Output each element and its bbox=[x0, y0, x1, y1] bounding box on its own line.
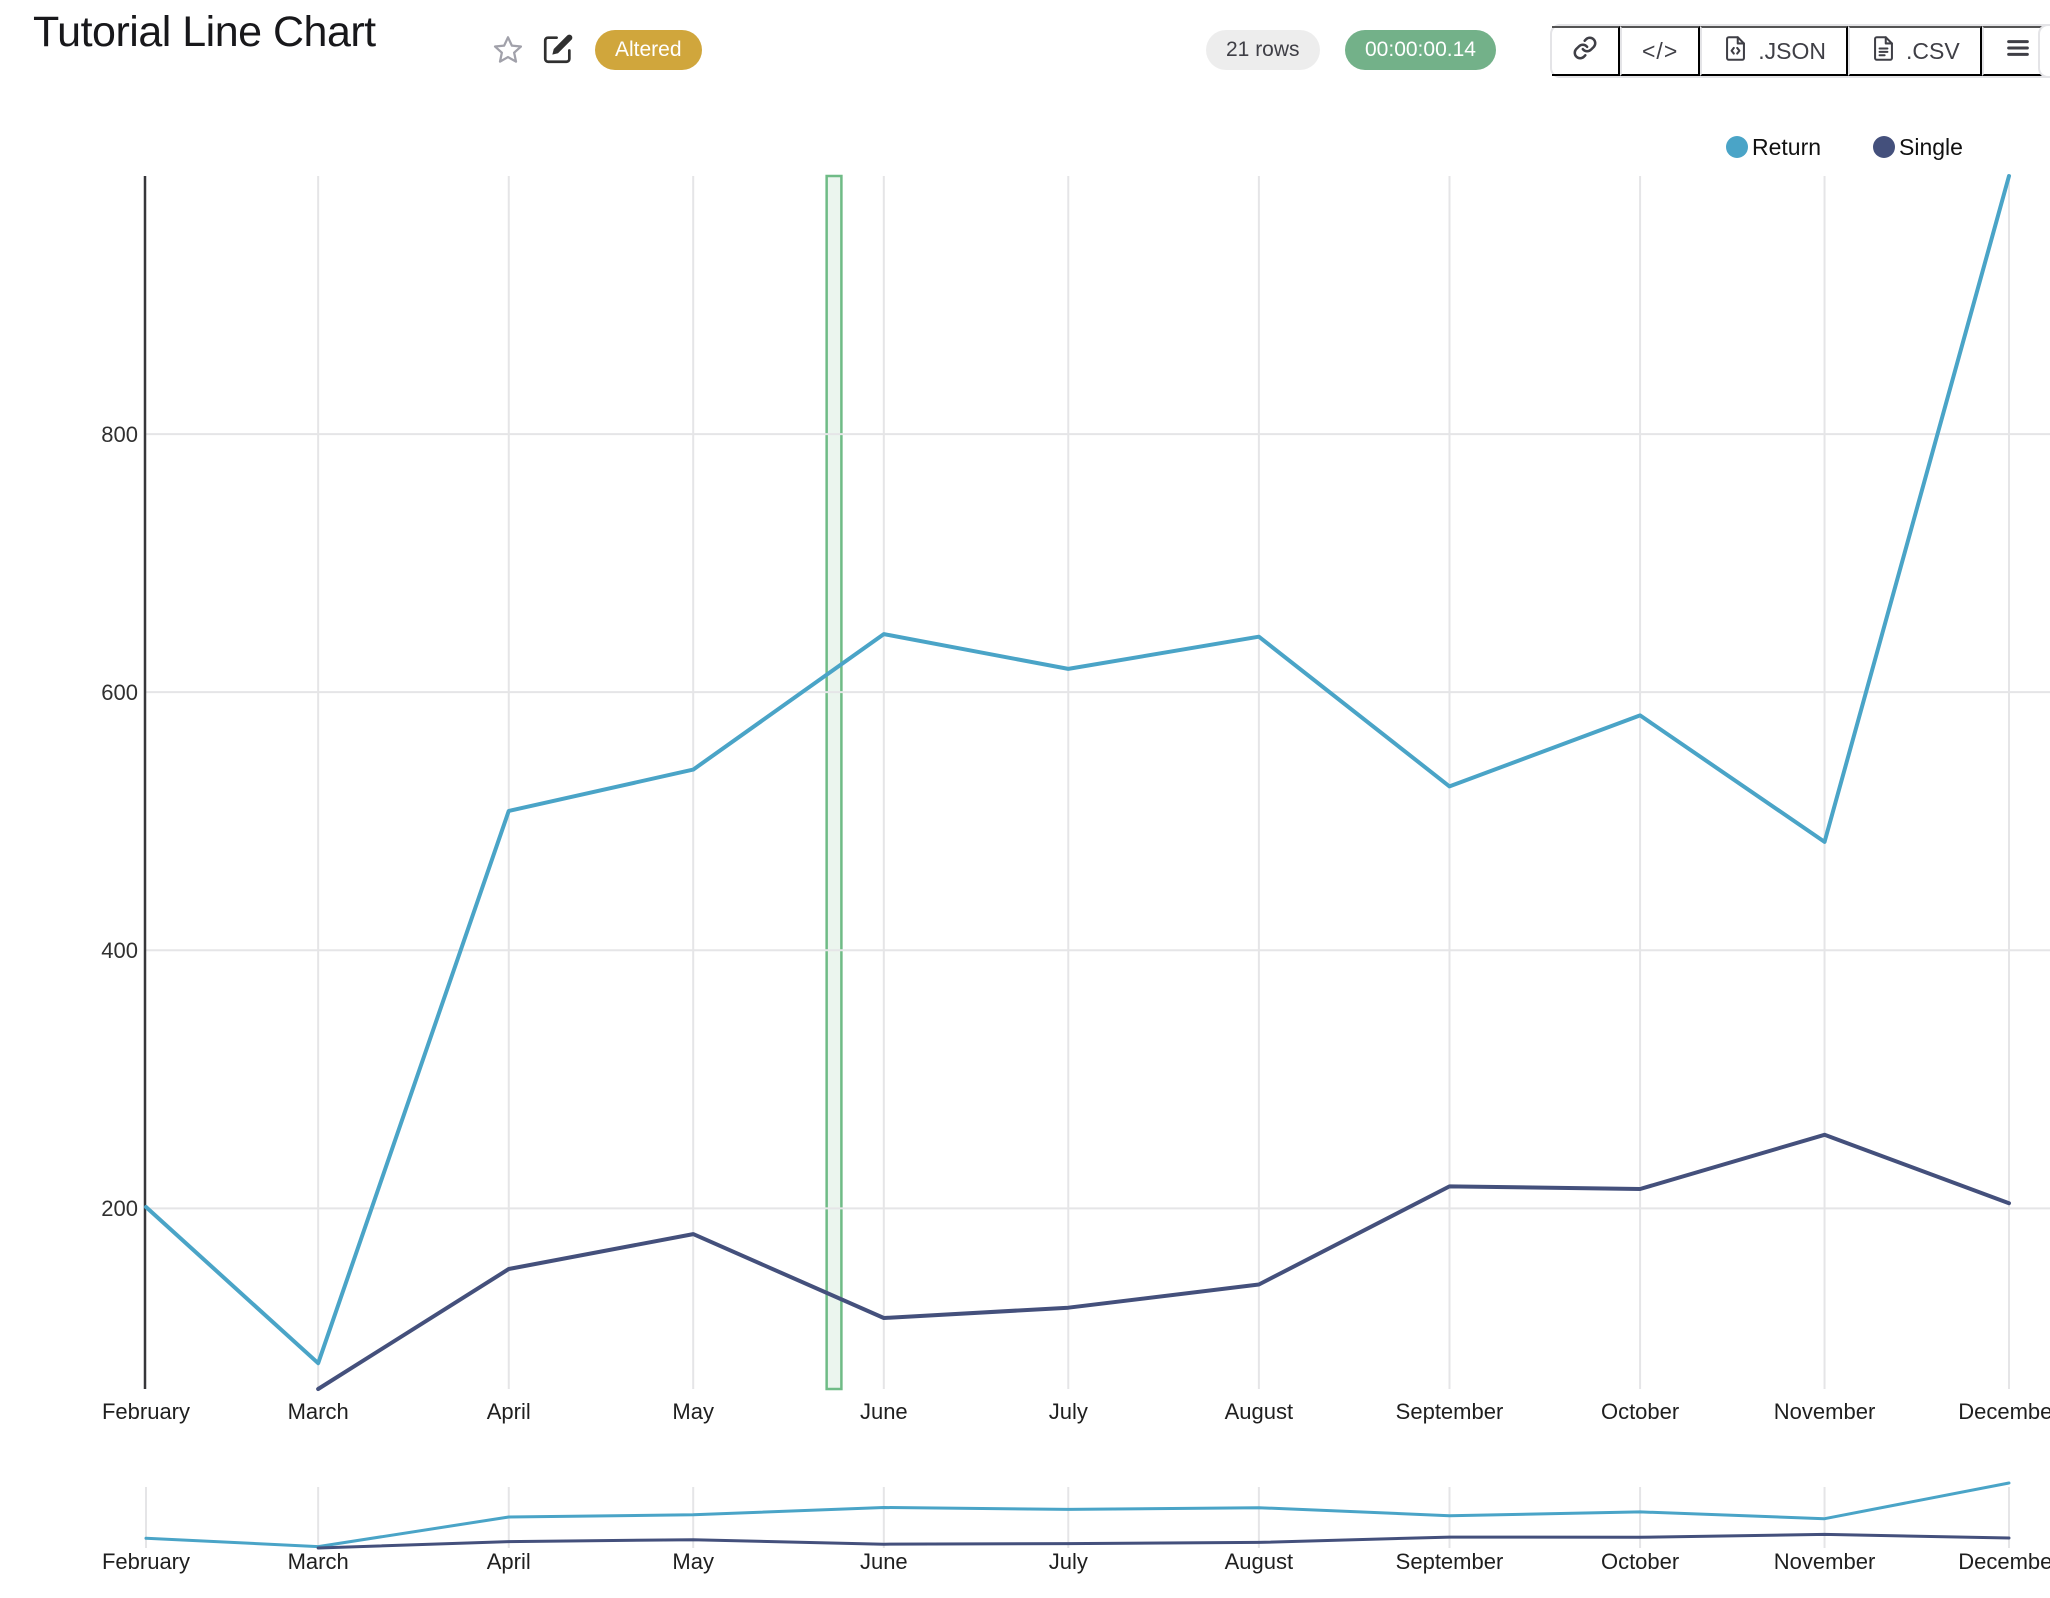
legend-label: Single bbox=[1899, 134, 1963, 160]
x-axis-month-label: February bbox=[102, 1399, 190, 1424]
embed-code-button[interactable]: </> bbox=[1620, 26, 1701, 76]
overview-month-label: July bbox=[1049, 1549, 1088, 1574]
copy-link-button[interactable] bbox=[1552, 26, 1620, 76]
overview-month-label: May bbox=[672, 1549, 714, 1574]
star-button[interactable] bbox=[492, 34, 524, 66]
x-axis-month-label: July bbox=[1049, 1399, 1088, 1424]
x-axis-month-label: October bbox=[1601, 1399, 1679, 1424]
x-axis-month-label: August bbox=[1225, 1399, 1294, 1424]
overview-month-label: October bbox=[1601, 1549, 1679, 1574]
json-file-icon bbox=[1722, 35, 1749, 68]
legend-item-single[interactable]: Single bbox=[1873, 134, 1963, 160]
overview-month-label: March bbox=[288, 1549, 349, 1574]
overview-month-label: September bbox=[1396, 1549, 1504, 1574]
x-axis-month-label: December bbox=[1958, 1399, 2050, 1424]
single-series-line bbox=[316, 1132, 2011, 1391]
star-icon bbox=[492, 36, 524, 69]
clipped-edge-control bbox=[2038, 24, 2050, 78]
export-csv-label: .CSV bbox=[1906, 37, 1960, 64]
code-icon: </> bbox=[1642, 37, 1679, 64]
single-overview-line bbox=[316, 1532, 2011, 1550]
overview-month-label: June bbox=[860, 1549, 908, 1574]
export-toolbar: </> .JSON .CSV bbox=[1550, 24, 2050, 78]
x-axis-month-label: May bbox=[672, 1399, 714, 1424]
x-axis-month-label: April bbox=[487, 1399, 531, 1424]
return-overview-line bbox=[144, 1481, 2011, 1549]
x-axis-month-label: June bbox=[860, 1399, 908, 1424]
export-json-button[interactable]: .JSON bbox=[1700, 26, 1848, 76]
y-axis-tick-label: 200 bbox=[101, 1196, 138, 1221]
menu-button[interactable] bbox=[1981, 26, 2050, 76]
altered-status-badge: Altered bbox=[595, 30, 702, 70]
highlight-band bbox=[825, 174, 843, 1391]
export-csv-button[interactable]: .CSV bbox=[1848, 26, 1982, 76]
legend-swatch bbox=[1726, 136, 1748, 158]
x-axis-month-label: November bbox=[1774, 1399, 1875, 1424]
overview-month-label: December bbox=[1958, 1549, 2050, 1574]
hamburger-menu-icon bbox=[2004, 34, 2032, 68]
overview-month-label: August bbox=[1225, 1549, 1294, 1574]
edit-button[interactable] bbox=[541, 32, 575, 66]
overview-month-label: February bbox=[102, 1549, 190, 1574]
row-count-badge: 21 rows bbox=[1206, 30, 1320, 70]
y-axis-tick-label: 600 bbox=[101, 680, 138, 705]
x-axis-month-label: September bbox=[1396, 1399, 1504, 1424]
csv-file-icon bbox=[1870, 35, 1897, 68]
return-series-line bbox=[144, 174, 2011, 1366]
legend-label: Return bbox=[1752, 134, 1821, 160]
x-axis-month-label: March bbox=[288, 1399, 349, 1424]
export-json-label: .JSON bbox=[1758, 37, 1826, 64]
query-timer-badge: 00:00:00.14 bbox=[1345, 30, 1496, 70]
link-icon bbox=[1572, 35, 1598, 67]
page-title: Tutorial Line Chart bbox=[33, 8, 376, 56]
edit-pencil-icon bbox=[541, 34, 575, 69]
y-axis-tick-label: 400 bbox=[101, 938, 138, 963]
legend-swatch bbox=[1873, 136, 1895, 158]
y-axis-tick-label: 800 bbox=[101, 422, 138, 447]
legend-item-return[interactable]: Return bbox=[1726, 134, 1821, 160]
overview-month-label: April bbox=[487, 1549, 531, 1574]
overview-month-label: November bbox=[1774, 1549, 1875, 1574]
